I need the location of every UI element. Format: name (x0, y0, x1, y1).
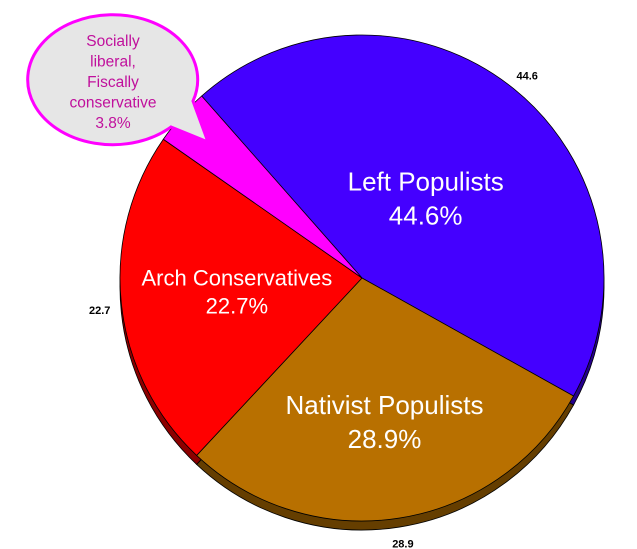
slice-label-left-populists: Left Populists 44.6% (348, 166, 504, 230)
callout-bubble (26, 13, 211, 147)
callout: Socially liberal, Fiscally conservative 3.8% (26, 13, 211, 147)
callout-text: Socially liberal, Fiscally conservative 3.8% (69, 33, 156, 132)
pie-value-labels: 44.6 28.9 22.7 (89, 71, 538, 549)
slice-label-arch-conservatives: Arch Conservatives 22.7% (141, 265, 332, 318)
pie-slices (119, 34, 605, 522)
slice-label-nativist-populists: Nativist Populists 28.9% (286, 390, 484, 454)
pie-labels: Left Populists 44.6% Nativist Populists 28.… (141, 166, 503, 454)
slice-nativist-populists (196, 277, 575, 522)
value-label-nativist-populists: 28.9 (392, 539, 413, 549)
slice-arch-conservatives (119, 138, 363, 456)
value-label-arch-conservatives: 22.7 (89, 305, 110, 317)
value-label-left-populists: 44.6 (517, 71, 538, 83)
slice-left-populists (201, 34, 605, 397)
